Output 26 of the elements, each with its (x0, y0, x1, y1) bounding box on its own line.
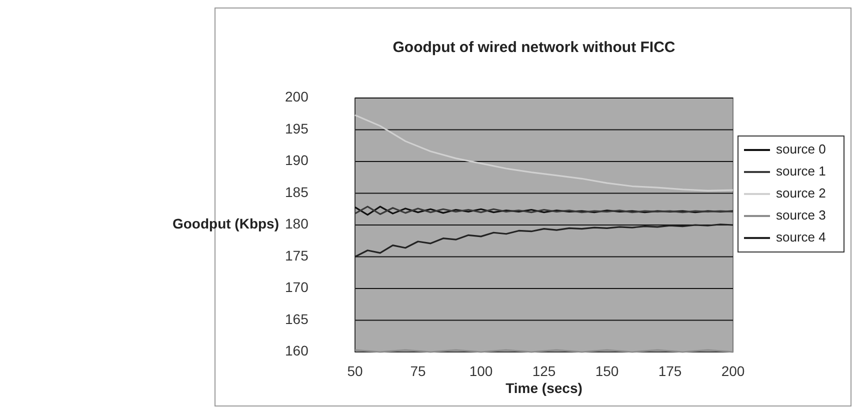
x-tick-label: 200 (721, 363, 745, 379)
line-series (354, 224, 734, 258)
legend-label: source 1 (776, 163, 826, 178)
y-tick-label: 170 (285, 279, 309, 296)
y-tick-label: 180 (285, 216, 309, 232)
x-tick-label: 150 (595, 363, 619, 379)
legend-label: source 4 (776, 229, 826, 244)
y-tick-label: 175 (285, 247, 309, 264)
chart-title: Goodput of wired network without FICC (392, 39, 676, 56)
y-tick-label: 190 (285, 152, 309, 168)
x-tick-label: 175 (658, 363, 682, 379)
y-tick-label: 195 (285, 120, 309, 136)
line-series (354, 114, 734, 192)
x-tick-label: 100 (469, 363, 493, 379)
x-tick-label: 125 (532, 363, 556, 379)
legend-label: source 0 (776, 141, 826, 156)
legend-label: source 2 (776, 185, 826, 200)
x-tick-label: 50 (347, 363, 363, 379)
y-axis-title: Goodput (Kbps) (172, 216, 279, 232)
y-tick-label: 185 (285, 184, 309, 200)
y-tick-label: 200 (285, 88, 309, 105)
x-axis-title: Time (secs) (506, 380, 582, 396)
y-tick-label: 160 (285, 342, 309, 359)
legend-label: source 3 (776, 207, 826, 222)
x-tick-label: 75 (410, 363, 426, 379)
y-tick-label: 165 (285, 310, 309, 327)
